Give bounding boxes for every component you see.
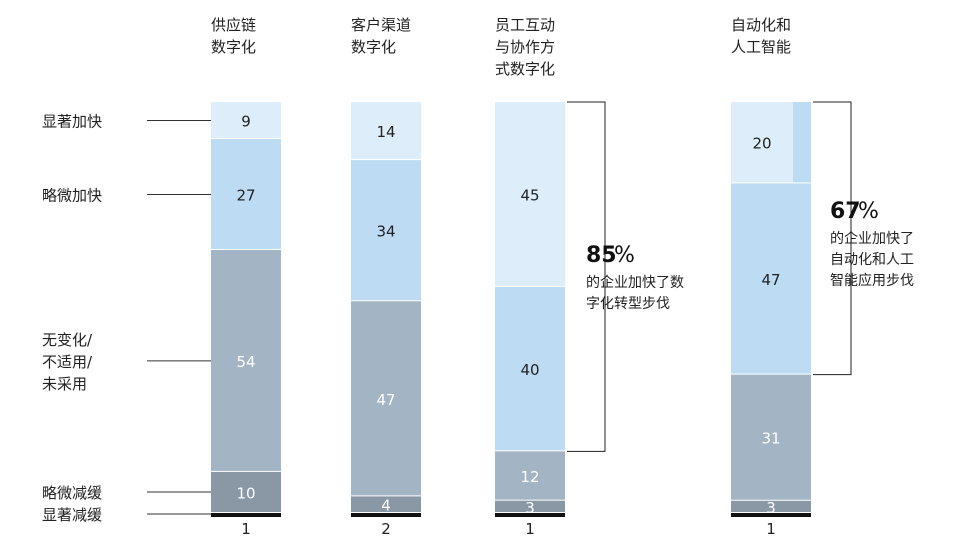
callout-value-3: 85 <box>586 243 617 268</box>
column-title-2: 数字化 <box>351 38 396 56</box>
bar-segment-3-slight_faster <box>495 286 565 451</box>
value-label-4-slight_faster: 47 <box>761 271 780 289</box>
callout-bracket-3 <box>567 101 606 452</box>
baseline-segment-4 <box>731 513 811 517</box>
column-title-1: 数字化 <box>211 38 256 56</box>
baseline-segment-2 <box>351 513 421 517</box>
bar-segment-1-slight_slower <box>211 471 281 512</box>
x-axis-label-2: 2 <box>381 520 391 538</box>
value-label-2-slight_faster: 34 <box>376 223 395 241</box>
value-label-3-slight_slower: 3 <box>525 499 535 517</box>
callout-value-4: 67 <box>830 199 861 224</box>
value-label-3-no_change: 12 <box>520 468 539 486</box>
column-title-4: 人工智能 <box>731 38 791 56</box>
value-label-3-sig_faster: 45 <box>520 186 539 204</box>
x-axis-label-3: 1 <box>525 520 535 538</box>
category-label-slight_slower: 略微减缓 <box>42 484 102 502</box>
callout-bracket-4 <box>813 101 852 376</box>
value-label-4-slight_slower: 3 <box>766 499 776 517</box>
column-title-2: 客户渠道 <box>351 16 411 34</box>
bar-segment-1-sig_faster <box>211 102 281 138</box>
value-label-4-no_change: 31 <box>761 430 780 448</box>
callout-percent-4: % <box>858 199 879 224</box>
bar-segment-2-no_change <box>351 301 421 496</box>
column-title-3: 与协作方 <box>495 38 555 56</box>
value-label-2-slight_slower: 4 <box>381 497 391 515</box>
value-label-2-no_change: 47 <box>376 391 395 409</box>
callout-text-4: 的企业加快了 <box>830 230 914 247</box>
x-axis-label-4: 1 <box>766 520 776 538</box>
callout-text-4: 智能应用步伐 <box>830 272 914 289</box>
callout-text-3: 字化转型步伐 <box>586 296 670 312</box>
bar-segment-4-slight_faster <box>731 183 811 374</box>
bar-segment-1-no_change <box>211 249 281 471</box>
value-label-4-sig_faster: 20 <box>752 135 771 153</box>
bar-segment-1-slight_faster <box>211 138 281 249</box>
bar-segment-4-slight_slower <box>731 500 811 512</box>
value-label-1-sig_faster: 9 <box>241 112 251 130</box>
value-label-2-sig_faster: 14 <box>376 123 395 141</box>
category-label-no_change: 无变化/ <box>42 331 93 349</box>
callout-text-4: 自动化和人工 <box>830 252 914 268</box>
category-label-no_change: 不适用/ <box>42 353 93 371</box>
bar-segment-2-slight_slower <box>351 496 421 512</box>
column-title-3: 式数字化 <box>495 60 555 78</box>
column-title-1: 供应链 <box>211 16 256 34</box>
bar-accent-strip <box>793 102 811 183</box>
x-axis-label-1: 1 <box>241 520 251 538</box>
bar-segment-2-slight_faster <box>351 160 421 301</box>
value-label-1-slight_slower: 10 <box>236 484 255 502</box>
bar-segment-3-no_change <box>495 451 565 500</box>
value-label-1-slight_faster: 27 <box>236 186 255 204</box>
category-label-sig_slower: 显著减缓 <box>42 506 102 524</box>
column-title-3: 员工互动 <box>495 16 555 34</box>
callout-percent-3: % <box>614 243 635 268</box>
callout-text-3: 的企业加快了数 <box>586 274 684 291</box>
bar-segment-2-sig_faster <box>351 102 421 160</box>
bar-segment-3-sig_faster <box>495 102 565 286</box>
column-title-4: 自动化和 <box>731 16 791 34</box>
value-label-1-no_change: 54 <box>236 353 255 371</box>
category-label-slight_faster: 略微加快 <box>42 186 102 204</box>
category-label-no_change: 未采用 <box>42 375 87 393</box>
category-label-sig_faster: 显著加快 <box>42 112 102 130</box>
value-label-3-slight_faster: 40 <box>520 361 539 379</box>
baseline-segment-1 <box>211 513 281 517</box>
bar-segment-3-slight_slower <box>495 500 565 512</box>
bar-segment-4-no_change <box>731 374 811 500</box>
baseline-segment-3 <box>495 513 565 517</box>
